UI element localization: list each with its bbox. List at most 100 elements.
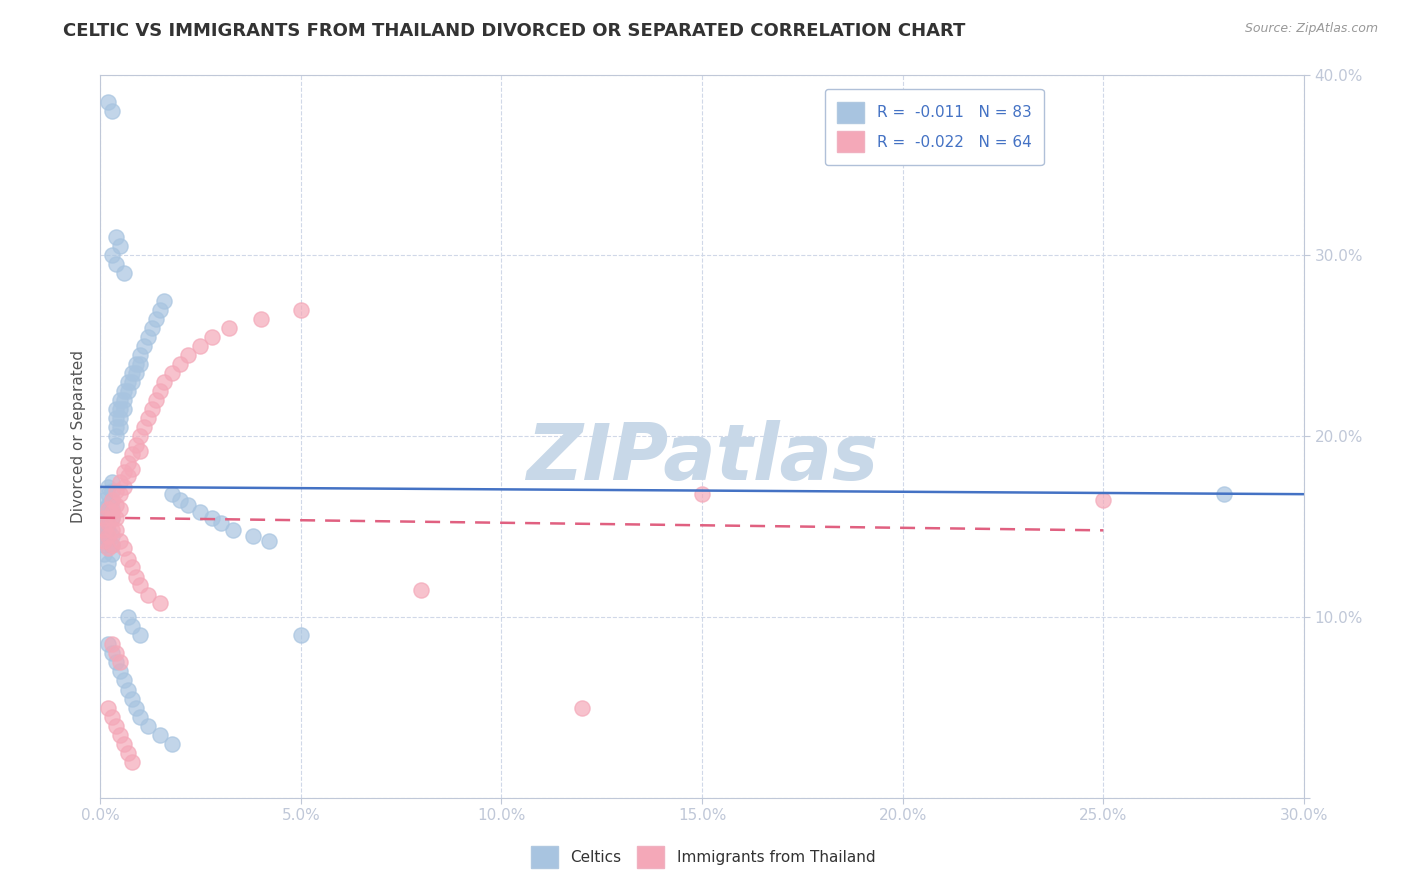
Point <box>218 320 240 334</box>
Point <box>169 492 191 507</box>
Point <box>136 330 159 344</box>
Point <box>105 402 128 417</box>
Point <box>108 402 131 417</box>
Point <box>101 510 124 524</box>
Point <box>121 619 143 633</box>
Point <box>134 420 156 434</box>
Point <box>121 375 143 389</box>
Point <box>105 483 128 498</box>
Point <box>97 498 120 512</box>
Point <box>125 700 148 714</box>
Point <box>125 366 148 380</box>
Point <box>101 510 124 524</box>
Point <box>1092 492 1115 507</box>
Point <box>201 330 224 344</box>
Point <box>690 487 713 501</box>
Point <box>149 596 172 610</box>
Point <box>101 538 124 552</box>
Point <box>97 524 120 538</box>
Point <box>117 552 139 566</box>
Point <box>153 293 176 308</box>
Point <box>125 570 148 584</box>
Point <box>117 375 139 389</box>
Point <box>97 529 120 543</box>
Point <box>129 443 152 458</box>
Point <box>117 746 139 760</box>
Point <box>149 728 172 742</box>
Point <box>97 487 120 501</box>
Point <box>93 501 115 516</box>
Point <box>101 492 124 507</box>
Point <box>101 492 124 507</box>
Point <box>101 475 124 489</box>
Point <box>121 755 143 769</box>
Point <box>101 483 124 498</box>
Point <box>93 510 115 524</box>
Point <box>108 728 131 742</box>
Point <box>108 393 131 408</box>
Point <box>112 267 135 281</box>
Legend: R =  -0.011   N = 83, R =  -0.022   N = 64: R = -0.011 N = 83, R = -0.022 N = 64 <box>824 89 1043 165</box>
Point <box>93 547 115 561</box>
Point <box>129 709 152 723</box>
Point <box>97 541 120 556</box>
Point <box>97 534 120 549</box>
Point <box>97 556 120 570</box>
Point <box>121 559 143 574</box>
Point <box>136 719 159 733</box>
Point <box>97 637 120 651</box>
Point <box>117 682 139 697</box>
Point <box>112 673 135 688</box>
Point <box>101 505 124 519</box>
Point <box>411 582 433 597</box>
Point <box>108 239 131 253</box>
Point <box>101 538 124 552</box>
Point <box>136 589 159 603</box>
Point <box>257 534 280 549</box>
Point <box>242 529 264 543</box>
Point <box>93 524 115 538</box>
Point <box>93 534 115 549</box>
Point <box>101 529 124 543</box>
Point <box>101 646 124 660</box>
Point <box>108 411 131 425</box>
Point <box>169 357 191 371</box>
Y-axis label: Divorced or Separated: Divorced or Separated <box>72 350 86 523</box>
Point <box>112 480 135 494</box>
Point <box>121 447 143 461</box>
Point <box>97 516 120 530</box>
Point <box>162 737 184 751</box>
Point <box>108 420 131 434</box>
Point <box>105 646 128 660</box>
Point <box>93 538 115 552</box>
Point <box>129 357 152 371</box>
Point <box>129 577 152 591</box>
Point <box>149 302 172 317</box>
Point <box>108 665 131 679</box>
Point <box>101 637 124 651</box>
Point <box>105 656 128 670</box>
Point <box>117 610 139 624</box>
Point <box>97 501 120 516</box>
Point <box>290 628 312 642</box>
Text: ZIPatlas: ZIPatlas <box>526 420 879 496</box>
Point <box>105 411 128 425</box>
Point <box>121 691 143 706</box>
Point <box>129 429 152 443</box>
Point <box>209 516 232 530</box>
Point <box>105 438 128 452</box>
Point <box>93 492 115 507</box>
Point <box>145 311 167 326</box>
Point <box>162 487 184 501</box>
Point <box>97 516 120 530</box>
Point <box>101 501 124 516</box>
Point <box>134 339 156 353</box>
Point <box>101 103 124 118</box>
Point <box>105 510 128 524</box>
Point <box>117 384 139 398</box>
Point <box>101 248 124 262</box>
Point <box>108 487 131 501</box>
Point <box>112 384 135 398</box>
Point <box>162 366 184 380</box>
Point <box>112 541 135 556</box>
